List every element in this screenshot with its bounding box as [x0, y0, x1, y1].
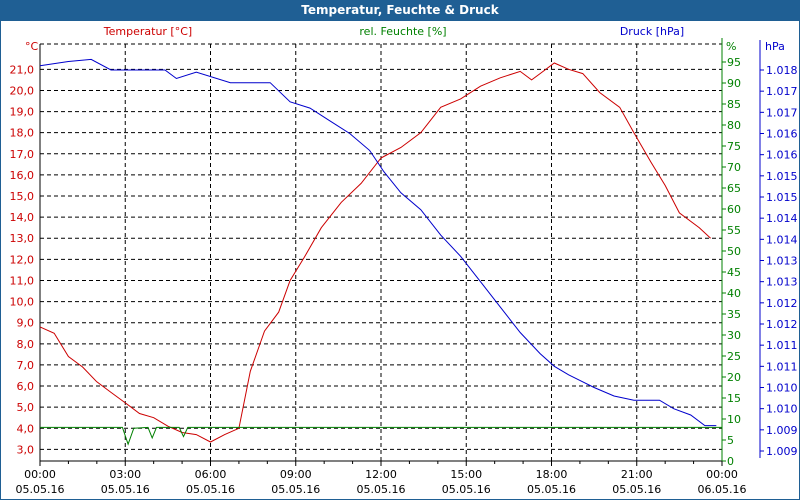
temperature-tick-label: 21,0 [10, 63, 35, 76]
humidity-tick-label: 90 [727, 77, 741, 90]
temperature-tick-label: 8,0 [17, 338, 35, 351]
pressure-tick-label: 1.014 [766, 212, 798, 225]
x-tick-date: 05.05.16 [16, 483, 65, 496]
x-tick-date: 05.05.16 [357, 483, 406, 496]
humidity-tick-label: 70 [727, 161, 741, 174]
window-title: Temperatur, Feuchte & Druck [0, 0, 800, 21]
pressure-tick-label: 1.011 [766, 360, 798, 373]
temperature-tick-label: 5,0 [17, 401, 35, 414]
temperature-series-line [39, 62, 711, 443]
humidity-tick-label: 45 [727, 266, 741, 279]
pressure-tick-label: 1.009 [766, 424, 798, 437]
temperature-tick-label: 12,0 [10, 253, 35, 266]
x-tick-time: 00:00 [706, 468, 738, 481]
pressure-tick-label: 1.009 [766, 445, 798, 458]
humidity-tick-label: 5 [727, 434, 734, 447]
legend-humidity: rel. Feuchte [%] [359, 25, 446, 38]
x-tick-date: 05.05.16 [612, 483, 661, 496]
humidity-tick-label: 35 [727, 308, 741, 321]
humidity-unit: % [726, 40, 736, 53]
temperature-tick-label: 14,0 [10, 211, 35, 224]
temperature-tick-label: 3,0 [17, 443, 35, 456]
x-tick-date: 05.05.16 [442, 483, 491, 496]
x-tick-time: 03:00 [109, 468, 141, 481]
temperature-tick-label: 17,0 [10, 148, 35, 161]
temperature-tick-label: 20,0 [10, 84, 35, 97]
humidity-tick-label: 75 [727, 140, 741, 153]
humidity-tick-label: 85 [727, 98, 741, 111]
temperature-tick-label: 4,0 [17, 422, 35, 435]
humidity-tick-label: 80 [727, 119, 741, 132]
x-tick-time: 21:00 [621, 468, 653, 481]
x-tick-time: 00:00 [24, 468, 56, 481]
legend-pressure: Druck [hPa] [620, 25, 684, 38]
x-tick-date: 05.05.16 [527, 483, 576, 496]
x-tick-time: 15:00 [450, 468, 482, 481]
pressure-tick-label: 1.016 [766, 128, 798, 141]
legend-temperature: Temperatur [°C] [103, 25, 192, 38]
pressure-unit: hPa [765, 40, 785, 53]
pressure-tick-label: 1.017 [766, 106, 798, 119]
temperature-tick-label: 9,0 [17, 317, 35, 330]
temperature-tick-label: 15,0 [10, 190, 35, 203]
temperature-tick-label: 11,0 [10, 274, 35, 287]
x-tick-date: 06.05.16 [698, 483, 747, 496]
x-tick-date: 05.05.16 [186, 483, 235, 496]
x-tick-time: 09:00 [280, 468, 312, 481]
humidity-tick-label: 50 [727, 245, 741, 258]
pressure-tick-label: 1.015 [766, 191, 798, 204]
pressure-tick-label: 1.015 [766, 170, 798, 183]
temperature-tick-label: 7,0 [17, 359, 35, 372]
x-tick-date: 05.05.16 [271, 483, 320, 496]
pressure-tick-label: 1.010 [766, 382, 798, 395]
pressure-tick-label: 1.014 [766, 233, 798, 246]
pressure-tick-label: 1.017 [766, 85, 798, 98]
temperature-tick-label: 10,0 [10, 296, 35, 309]
temperature-tick-label: 13,0 [10, 232, 35, 245]
humidity-tick-label: 60 [727, 203, 741, 216]
humidity-tick-label: 10 [727, 413, 741, 426]
humidity-tick-label: 65 [727, 182, 741, 195]
humidity-tick-label: 55 [727, 224, 741, 237]
x-tick-time: 12:00 [365, 468, 397, 481]
pressure-tick-label: 1.011 [766, 339, 798, 352]
temperature-tick-label: 18,0 [10, 127, 35, 140]
x-tick-time: 06:00 [195, 468, 227, 481]
temperature-tick-label: 19,0 [10, 106, 35, 119]
pressure-tick-label: 1.013 [766, 276, 798, 289]
humidity-tick-label: 30 [727, 329, 741, 342]
x-tick-time: 18:00 [536, 468, 568, 481]
pressure-tick-label: 1.013 [766, 255, 798, 268]
pressure-tick-label: 1.016 [766, 149, 798, 162]
humidity-tick-label: 15 [727, 392, 741, 405]
temperature-unit: °C [25, 40, 39, 53]
x-tick-date: 05.05.16 [101, 483, 150, 496]
humidity-tick-label: 95 [727, 56, 741, 69]
pressure-tick-label: 1.012 [766, 297, 798, 310]
temperature-tick-label: 16,0 [10, 169, 35, 182]
humidity-tick-label: 40 [727, 287, 741, 300]
humidity-tick-label: 25 [727, 350, 741, 363]
pressure-tick-label: 1.012 [766, 318, 798, 331]
pressure-series-line [39, 58, 717, 427]
pressure-tick-label: 1.010 [766, 403, 798, 416]
pressure-tick-label: 1.018 [766, 64, 798, 77]
humidity-tick-label: 20 [727, 371, 741, 384]
humidity-series-line [40, 426, 722, 446]
temperature-tick-label: 6,0 [17, 380, 35, 393]
humidity-tick-label: 0 [727, 455, 734, 468]
